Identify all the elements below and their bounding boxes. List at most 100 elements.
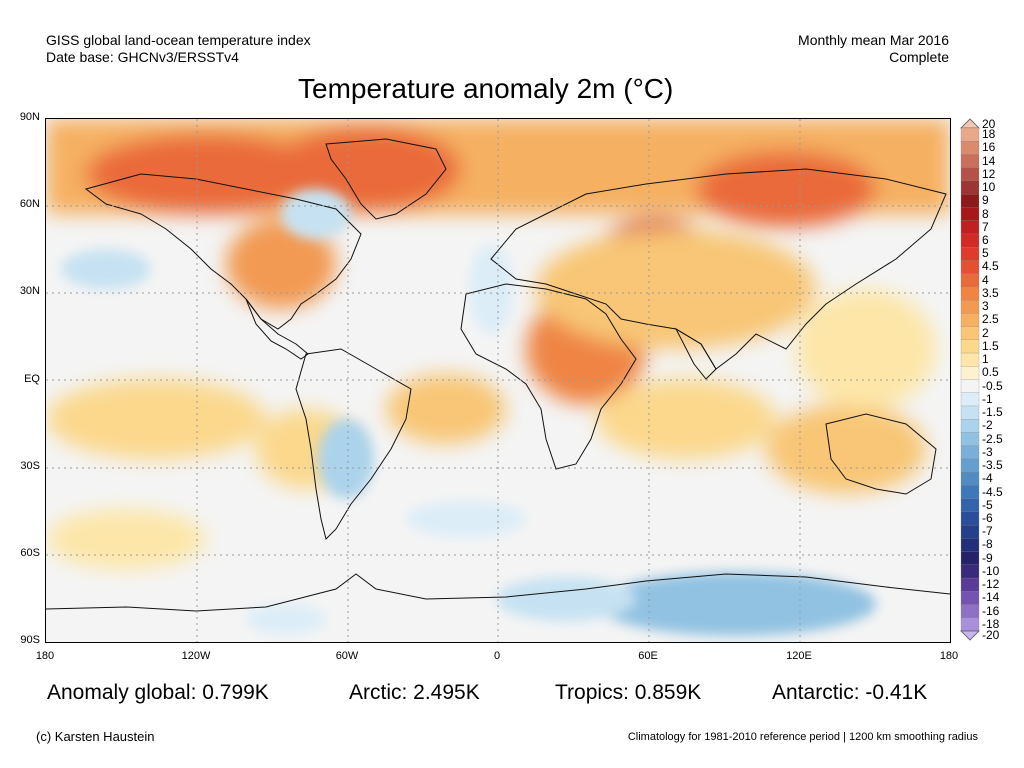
- continent-outlines: [46, 138, 950, 612]
- siberia-warm-patch: [696, 151, 876, 227]
- lon-label-180w: 180: [35, 650, 55, 662]
- colorbar-label: 8: [982, 206, 989, 221]
- colorbar-label: -5: [982, 497, 993, 512]
- antarctic-anomaly-stat: Antarctic: -0.41K: [772, 681, 928, 704]
- colorbar-swatch: [960, 604, 980, 619]
- east-atlantic-cool-patch: [469, 244, 513, 334]
- colorbar-label: -14: [982, 590, 1000, 605]
- colorbar-label: -4.5: [982, 484, 1003, 499]
- colorbar-label: 7: [982, 219, 989, 234]
- lat-label-30n: 30N: [19, 285, 40, 297]
- map-svg: [46, 119, 950, 642]
- eurasia-warm-patch: [536, 229, 816, 349]
- colorbar-label: 16: [982, 140, 996, 155]
- colorbar-swatch: [960, 498, 980, 513]
- lon-label-0: 0: [493, 650, 501, 662]
- colorbar-swatch: [960, 379, 980, 394]
- antarctica-outline: [46, 573, 950, 612]
- cool-anomaly-layer: [61, 189, 876, 636]
- lon-label-60w: 60W: [335, 650, 359, 662]
- colorbar-swatch: [960, 472, 980, 486]
- colorbar-swatches: [960, 118, 980, 641]
- colorbar-label: -2: [982, 418, 993, 433]
- north-america-outline: [84, 173, 362, 330]
- lon-label-120e: 120E: [786, 650, 812, 662]
- colorbar-swatch: [960, 511, 980, 526]
- lat-label-30s: 30S: [20, 460, 40, 472]
- south-atlantic-cool-patch: [406, 501, 526, 537]
- africa-outline: [460, 283, 637, 470]
- colorbar-label: 4.5: [982, 259, 999, 274]
- indian-ocean-warm-patch: [596, 379, 776, 459]
- atlantic-warm-patch: [386, 374, 506, 444]
- map-title: Temperature anomaly 2m (°C): [298, 73, 674, 104]
- colorbar-swatch: [960, 577, 980, 592]
- colorbar: 20 18 16 14 12 10 9 8 7 6 5 4.5 4 3.5 3 2.5 2 1.5 1 0.5 -0.5…: [960, 116, 1018, 642]
- colorbar-swatch: [960, 432, 980, 447]
- greenland-outline: [325, 138, 447, 220]
- colorbar-label: 6: [982, 233, 989, 247]
- colorbar-label: -8: [982, 537, 993, 552]
- west-pacific-warm-patch: [796, 289, 936, 409]
- data-base-label: Date base: GHCNv3/ERSSTv4: [46, 49, 239, 65]
- colorbar-label: 10: [982, 180, 996, 195]
- colorbar-swatch: [960, 352, 980, 367]
- colorbar-swatch: [960, 167, 980, 182]
- lat-label-60s: 60S: [20, 547, 40, 559]
- colorbar-label: -18: [982, 616, 1000, 631]
- colorbar-label: -0.5: [982, 378, 1003, 393]
- colorbar-swatch: [960, 445, 980, 460]
- colorbar-label: -20: [982, 627, 1000, 642]
- colorbar-label: 1.5: [982, 338, 999, 353]
- eurasia-outline: [490, 168, 947, 370]
- colorbar-label: -2.5: [982, 431, 1003, 446]
- australia-outline: [825, 413, 937, 495]
- lon-label-180e: 180: [939, 650, 959, 662]
- colorbar-swatch: [960, 405, 980, 420]
- australia-warm-patch: [766, 404, 926, 494]
- hudson-bay-cool-patch: [281, 189, 351, 239]
- colorbar-swatch: [960, 260, 980, 275]
- lat-label-90n: 90N: [19, 111, 40, 123]
- warm-anomaly-layer: [46, 119, 950, 569]
- colorbar-label: 9: [982, 193, 989, 208]
- north-america-warm-patch: [226, 219, 336, 309]
- colorbar-swatch-bottom: [960, 630, 980, 641]
- lon-label-120w: 120W: [181, 650, 211, 662]
- period-label: Monthly mean Mar 2016: [798, 32, 949, 48]
- climatology-note: Climatology for 1981-2010 reference peri…: [627, 731, 978, 743]
- global-anomaly-stat: Anomaly global: 0.799K: [47, 681, 269, 704]
- arctic-anomaly-stat: Arctic: 2.495K: [349, 681, 480, 704]
- bellingshausen-cool-patch: [246, 604, 326, 634]
- colorbar-swatch: [960, 524, 980, 539]
- colorbar-swatch: [960, 458, 980, 473]
- colorbar-label: -6: [982, 510, 993, 525]
- south-pacific-warm-patch: [46, 509, 206, 569]
- colorbar-swatch: [960, 220, 980, 235]
- colorbar-swatch: [960, 273, 980, 288]
- north-pacific-cool-patch: [61, 249, 151, 289]
- colorbar-swatch: [960, 154, 980, 169]
- colorbar-swatch: [960, 366, 980, 380]
- colorbar-swatch: [960, 551, 980, 566]
- colorbar-swatch: [960, 141, 980, 155]
- south-america-cool-patch: [318, 419, 374, 499]
- colorbar-label: -12: [982, 577, 1000, 592]
- antarctica-cool-patch: [596, 572, 876, 636]
- colorbar-label: 14: [982, 153, 996, 168]
- colorbar-swatch: [960, 313, 980, 328]
- colorbar-swatch: [960, 564, 980, 579]
- colorbar-swatch: [960, 617, 980, 632]
- colorbar-label: 20: [982, 116, 996, 131]
- colorbar-swatch: [960, 538, 980, 553]
- colorbar-swatch: [960, 299, 980, 314]
- colorbar-label: -9: [982, 550, 993, 565]
- pacific-warm-patch: [46, 379, 266, 459]
- colorbar-swatch: [960, 127, 980, 142]
- colorbar-label: 12: [982, 166, 996, 181]
- colorbar-swatch: [960, 246, 980, 261]
- colorbar-label: 5: [982, 246, 989, 261]
- colorbar-swatch: [960, 207, 980, 222]
- colorbar-swatch: [960, 194, 980, 208]
- colorbar-label: 18: [982, 127, 996, 142]
